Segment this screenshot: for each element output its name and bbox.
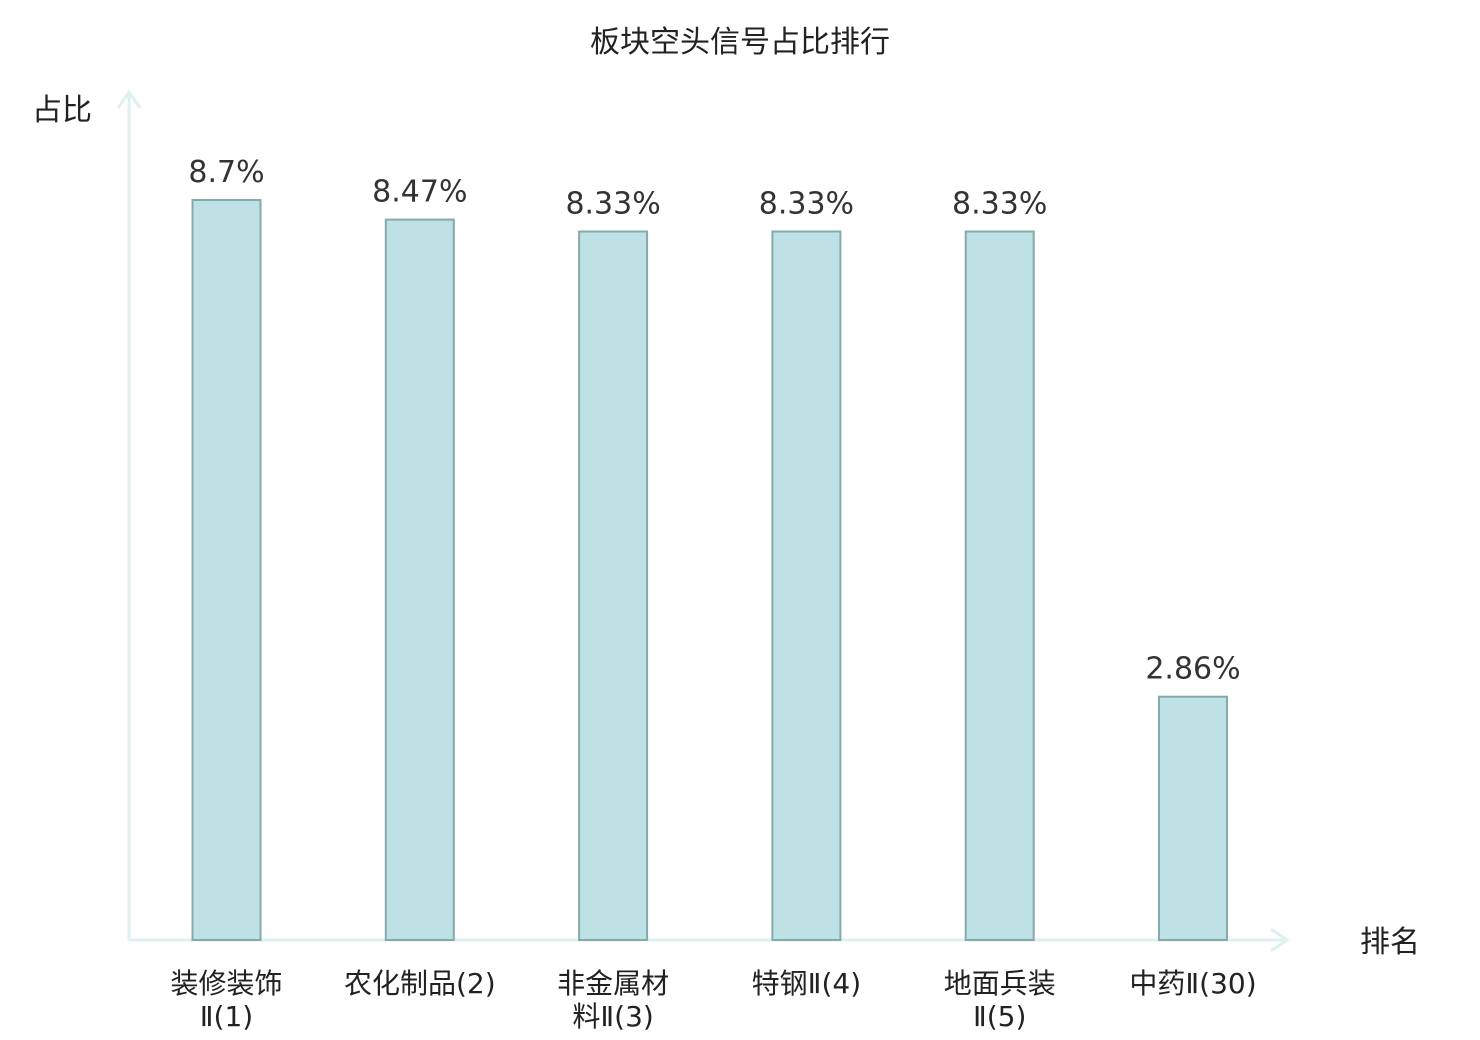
bar [191, 199, 262, 941]
axes [116, 89, 1290, 953]
tick-label: 装修装饰 Ⅱ(1) [170, 967, 282, 1033]
x-axis-arrow [1270, 927, 1290, 953]
tick-label: 非金属材料Ⅱ(3) [557, 967, 669, 1033]
bar [964, 230, 1035, 941]
bars [191, 199, 1228, 942]
value-label: 8.7% [188, 155, 264, 190]
bar [771, 230, 842, 941]
y-axis-label: 占比 [32, 93, 92, 128]
x-axis-label: 排名 [1360, 925, 1420, 960]
value-label: 2.86% [1145, 652, 1240, 687]
chart-title: 板块空头信号占比排行 [590, 25, 890, 60]
tick-labels: 装修装饰 Ⅱ(1) 农化制品(2) 非金属材料Ⅱ(3) 特钢Ⅱ(4) 地面兵装 Ⅱ(5) 中药… [170, 967, 1256, 1033]
value-label: 8.47% [372, 175, 467, 210]
tick-label: 地面兵装 Ⅱ(5) [944, 967, 1056, 1033]
bar [384, 218, 455, 942]
value-label: 8.33% [565, 187, 660, 222]
tick-label: 中药Ⅱ(30) [1129, 967, 1256, 1000]
y-axis-arrow [116, 89, 142, 109]
bar [1158, 695, 1228, 942]
value-label: 8.33% [952, 187, 1047, 222]
value-labels: 8.7% 8.47% 8.33% 8.33% 8.33% 2.86% [188, 155, 1240, 687]
value-label: 8.33% [759, 187, 854, 222]
tick-label: 农化制品(2) [344, 967, 496, 1000]
tick-label: 特钢Ⅱ(4) [752, 967, 861, 1000]
bar [578, 230, 649, 941]
